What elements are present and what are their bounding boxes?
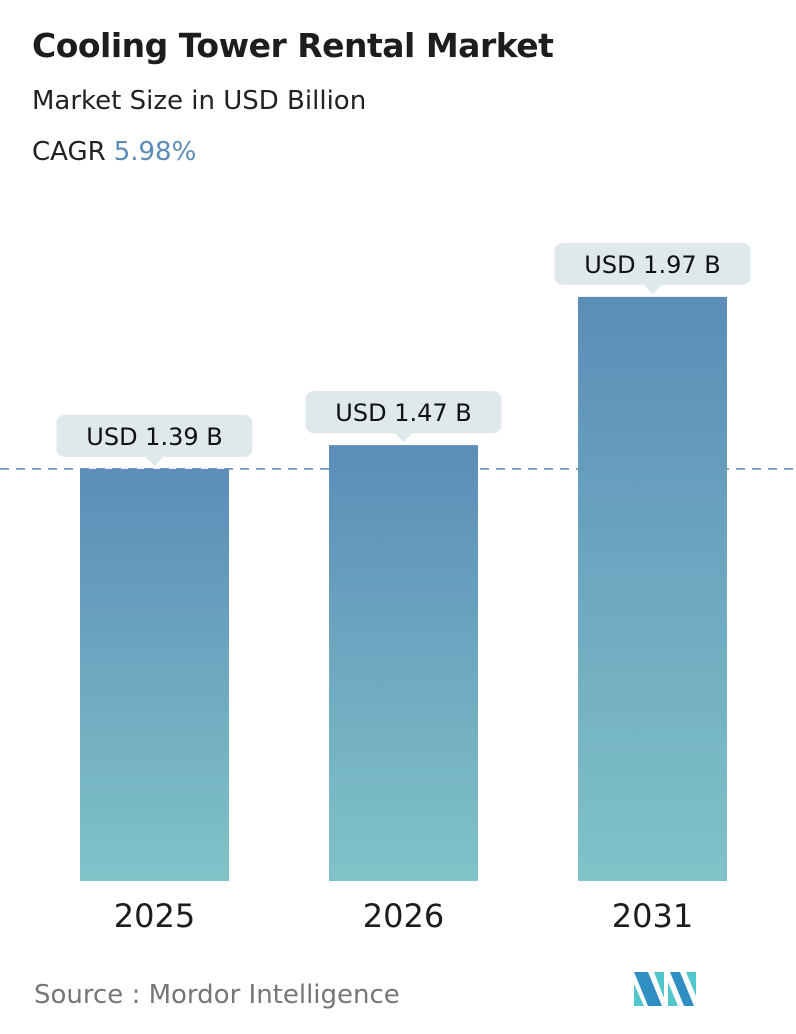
bar-2031 <box>578 296 727 881</box>
data-label-bg <box>305 391 502 434</box>
data-label: USD 1.47 B <box>335 399 471 427</box>
data-label-pointer <box>394 433 413 443</box>
x-tick-label: 2031 <box>612 897 693 935</box>
data-label: USD 1.97 B <box>584 251 720 279</box>
x-tick-label: 2026 <box>363 897 444 935</box>
source-text: Source : Mordor Intelligence <box>34 980 400 1010</box>
bar-2025 <box>80 468 229 881</box>
cagr-label: CAGR <box>32 137 106 167</box>
data-label: USD 1.39 B <box>86 423 222 451</box>
mordor-logo-icon <box>634 972 696 1006</box>
data-label-bg <box>554 242 751 285</box>
chart-subtitle: Market Size in USD Billion <box>32 86 367 116</box>
cagr: CAGR 5.98% <box>32 137 196 167</box>
data-label-bg <box>56 414 253 457</box>
data-label-pointer <box>145 456 164 466</box>
bar-2026 <box>329 445 478 881</box>
chart-title: Cooling Tower Rental Market <box>32 26 554 65</box>
cagr-value: 5.98% <box>113 137 197 167</box>
x-tick-label: 2025 <box>114 897 195 935</box>
data-label-pointer <box>643 284 662 294</box>
